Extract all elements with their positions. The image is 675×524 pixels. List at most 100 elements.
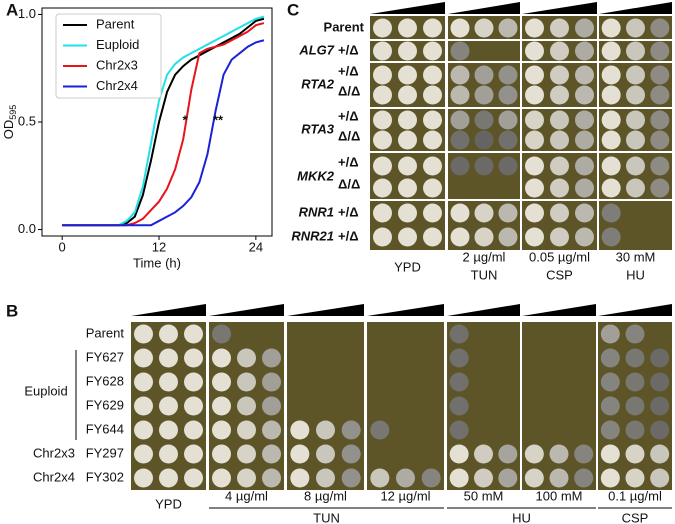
colony-spot xyxy=(650,18,670,38)
colony-spot xyxy=(525,130,544,150)
concentration-label: 50 mM xyxy=(464,488,504,503)
colony-spot xyxy=(262,444,281,464)
colony-spot xyxy=(398,110,417,130)
colony-spot xyxy=(370,468,390,488)
colony-spot xyxy=(650,372,670,392)
colony-spot xyxy=(316,444,335,464)
colony-spot xyxy=(423,203,442,223)
colony-spot xyxy=(474,18,494,38)
plate xyxy=(367,322,444,490)
colony-spot xyxy=(262,396,281,416)
colony-spot xyxy=(549,468,569,488)
colony-spot xyxy=(600,444,620,464)
colony-spot xyxy=(650,420,670,440)
concentration-label: 30 mM xyxy=(616,249,656,264)
colony-spot xyxy=(373,85,392,105)
colony-spot xyxy=(474,65,494,85)
dilution-wedge xyxy=(522,2,597,14)
colony-spot xyxy=(626,18,645,38)
colony-spot xyxy=(159,324,178,344)
colony-spot xyxy=(212,348,231,368)
colony-spot xyxy=(498,18,518,38)
colony-spot xyxy=(373,130,392,150)
dilution-wedge xyxy=(209,304,284,316)
dilution-wedge xyxy=(131,304,206,316)
panel-label: C xyxy=(287,0,299,19)
colony-spot xyxy=(159,348,178,368)
colony-spot xyxy=(650,468,670,488)
colony-spot xyxy=(262,420,281,440)
y-axis-label-main: OD xyxy=(1,120,16,140)
legend-label: Euploid xyxy=(96,37,139,52)
colony-spot xyxy=(212,420,231,440)
colony-spot xyxy=(549,444,569,464)
colony-spot xyxy=(626,85,645,105)
colony-spot xyxy=(525,41,544,61)
colony-spot xyxy=(650,444,670,464)
colony-spot xyxy=(626,65,645,85)
colony-spot xyxy=(550,85,569,105)
colony-spot xyxy=(600,468,620,488)
colony-spot xyxy=(262,372,281,392)
colony-spot xyxy=(212,468,231,488)
colony-spot xyxy=(525,18,544,38)
row-label: FY302 xyxy=(86,469,124,484)
colony-spot xyxy=(474,203,494,223)
colony-spot xyxy=(575,41,594,61)
dilution-wedge xyxy=(448,2,520,14)
concentration-label: 2 µg/ml xyxy=(463,249,506,264)
colony-spot xyxy=(574,468,594,488)
colony-spot xyxy=(626,110,645,130)
colony-spot xyxy=(550,18,569,38)
genotype-label: +/Δ xyxy=(338,154,359,169)
colony-spot xyxy=(498,110,518,130)
genotype-label: +/Δ xyxy=(338,108,359,123)
y-tick-label: 0.0 xyxy=(18,221,36,236)
colony-spot xyxy=(650,130,670,150)
colony-spot xyxy=(423,18,442,38)
colony-spot xyxy=(524,468,544,488)
colony-spot xyxy=(184,468,203,488)
colony-spot xyxy=(550,110,569,130)
colony-spot xyxy=(626,41,645,61)
colony-spot xyxy=(159,468,178,488)
colony-spot xyxy=(450,203,470,223)
colony-spot xyxy=(525,156,544,176)
colony-spot xyxy=(398,130,417,150)
colony-spot xyxy=(373,227,392,247)
panel-label: A xyxy=(6,0,18,19)
colony-spot xyxy=(134,468,153,488)
colony-spot xyxy=(373,65,392,85)
colony-spot xyxy=(498,85,518,105)
group-label: Euploid xyxy=(24,383,67,398)
colony-spot xyxy=(398,178,417,198)
colony-spot xyxy=(474,468,493,488)
series-line xyxy=(62,39,265,227)
colony-spot xyxy=(450,85,470,105)
colony-spot xyxy=(625,324,645,344)
colony-spot xyxy=(423,156,442,176)
colony-spot xyxy=(601,227,621,247)
colony-spot xyxy=(373,203,392,223)
plate xyxy=(522,322,596,490)
colony-spot xyxy=(650,65,670,85)
x-tick-label: 0 xyxy=(59,239,66,254)
colony-spot xyxy=(498,444,518,464)
gene-label: RTA2 xyxy=(301,76,335,91)
colony-spot xyxy=(601,85,621,105)
colony-spot xyxy=(474,130,494,150)
colony-spot xyxy=(450,41,470,61)
row-label: FY644 xyxy=(86,421,124,436)
colony-spot xyxy=(600,348,620,368)
colony-spot xyxy=(650,348,670,368)
dilution-wedge xyxy=(598,304,672,316)
colony-spot xyxy=(601,41,621,61)
colony-spot xyxy=(237,420,256,440)
colony-spot xyxy=(398,85,417,105)
genotype-label: Δ/Δ xyxy=(338,176,360,191)
colony-spot xyxy=(212,444,231,464)
genotype-label: +/Δ xyxy=(338,42,359,57)
colony-spot xyxy=(575,85,594,105)
colony-spot xyxy=(159,396,178,416)
